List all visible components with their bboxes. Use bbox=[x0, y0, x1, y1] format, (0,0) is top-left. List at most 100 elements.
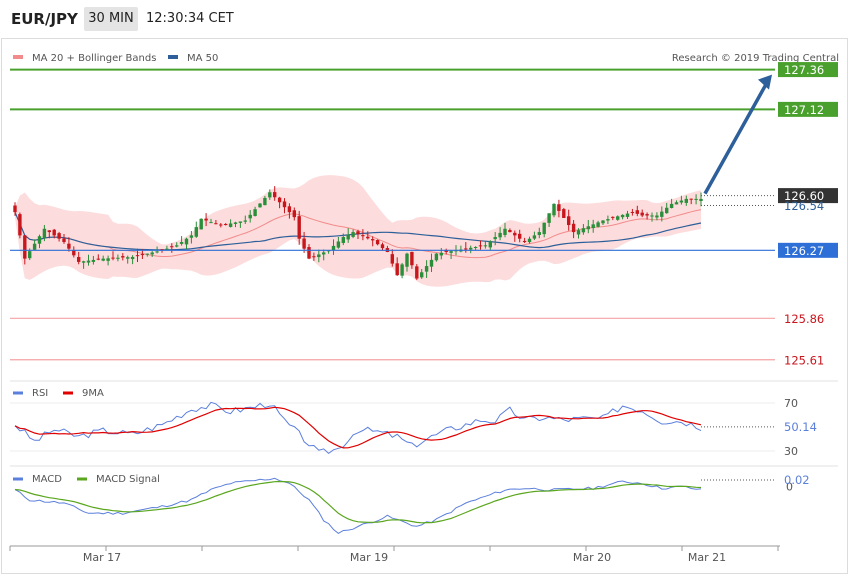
candle bbox=[699, 198, 703, 201]
level-tag-bg bbox=[778, 310, 838, 326]
candle bbox=[606, 219, 610, 221]
candle bbox=[557, 204, 561, 211]
candle bbox=[567, 216, 571, 226]
macd-line bbox=[14, 477, 702, 535]
macd-tick-label: 0 bbox=[786, 481, 793, 494]
candle bbox=[170, 246, 174, 248]
candle bbox=[243, 220, 247, 222]
candle bbox=[537, 232, 541, 235]
candle bbox=[694, 198, 698, 200]
candle bbox=[81, 261, 86, 263]
candle bbox=[390, 254, 394, 264]
candle bbox=[473, 247, 478, 249]
candle bbox=[317, 254, 321, 258]
candle bbox=[375, 240, 380, 245]
candle bbox=[214, 223, 218, 225]
candle bbox=[527, 238, 532, 243]
candle bbox=[689, 198, 693, 200]
x-label-mar20: Mar 20 bbox=[573, 551, 611, 564]
candle bbox=[28, 251, 32, 259]
x-label-mar21: Mar 21 bbox=[688, 551, 726, 564]
candle bbox=[684, 198, 688, 203]
rsi-last-tag: 50.14 bbox=[784, 420, 817, 434]
candle bbox=[268, 192, 272, 198]
candle bbox=[106, 258, 110, 261]
candle bbox=[199, 218, 203, 230]
candle bbox=[674, 202, 679, 205]
candle bbox=[145, 253, 149, 255]
legend-rsi: RSI bbox=[32, 388, 48, 399]
candle bbox=[498, 232, 502, 238]
candle bbox=[140, 254, 145, 256]
candle bbox=[434, 253, 439, 261]
candle bbox=[77, 257, 81, 262]
candle bbox=[336, 241, 341, 248]
last-price-tag: 126.60 bbox=[784, 189, 824, 203]
rsi-panel: RSI 9MA 70 30 50.14 bbox=[10, 380, 838, 458]
candle bbox=[194, 227, 198, 237]
candle bbox=[130, 256, 135, 260]
level-tag-bg bbox=[778, 352, 838, 368]
candle bbox=[204, 218, 208, 221]
candle bbox=[591, 224, 595, 229]
timeframe-button[interactable]: 30 MIN bbox=[84, 7, 138, 31]
x-label-mar17: Mar 17 bbox=[83, 551, 121, 564]
candle bbox=[155, 251, 159, 253]
level-tag-bg bbox=[778, 101, 838, 117]
legend-macd-signal: MACD Signal bbox=[96, 474, 160, 485]
candle bbox=[444, 250, 448, 252]
candle bbox=[287, 206, 292, 213]
candle bbox=[400, 264, 404, 276]
candle bbox=[424, 266, 429, 272]
candle bbox=[62, 238, 66, 243]
candle bbox=[508, 230, 512, 233]
candle bbox=[273, 192, 277, 198]
candle bbox=[126, 257, 130, 259]
candle bbox=[371, 239, 375, 241]
candle bbox=[72, 249, 76, 256]
candle bbox=[341, 237, 345, 243]
candle bbox=[410, 251, 414, 266]
rsi-tick-label: 30 bbox=[784, 445, 798, 458]
candle bbox=[650, 215, 654, 217]
candle bbox=[248, 214, 252, 219]
candle bbox=[581, 228, 586, 233]
macd-signal-line bbox=[14, 480, 702, 524]
candle bbox=[302, 238, 306, 249]
candle bbox=[665, 207, 669, 214]
candle bbox=[179, 242, 184, 244]
candle bbox=[253, 209, 257, 216]
candle bbox=[219, 224, 223, 226]
legend-swatch-ma50 bbox=[168, 55, 178, 59]
macd-panel: MACD MACD Signal 00.02 bbox=[10, 465, 838, 535]
candle bbox=[361, 235, 365, 237]
symbol-label: EUR/JPY bbox=[11, 10, 78, 28]
level-tag-label: 127.36 bbox=[784, 63, 824, 77]
projection-arrow-shaft bbox=[703, 81, 769, 195]
candle bbox=[13, 205, 17, 213]
candle bbox=[331, 245, 336, 251]
candle bbox=[111, 257, 115, 259]
candle bbox=[52, 229, 56, 236]
time-label: 12:30:34 CET bbox=[146, 11, 234, 26]
candle bbox=[297, 216, 301, 239]
candle bbox=[640, 212, 644, 216]
candle bbox=[611, 216, 615, 218]
projection-arrow-head bbox=[758, 74, 772, 90]
candle bbox=[135, 255, 140, 257]
candle bbox=[562, 209, 566, 218]
candle bbox=[351, 232, 355, 237]
candle bbox=[32, 243, 37, 250]
candle bbox=[429, 259, 434, 267]
candle bbox=[660, 211, 664, 217]
candle bbox=[86, 260, 91, 263]
last-price-tag-bg bbox=[778, 188, 838, 204]
candle bbox=[165, 248, 169, 250]
candle bbox=[116, 257, 120, 259]
candle bbox=[228, 223, 233, 227]
rsi-tick-label: 70 bbox=[784, 397, 798, 410]
chart-panel bbox=[1, 38, 848, 574]
candle bbox=[91, 259, 96, 262]
candle bbox=[346, 234, 350, 240]
